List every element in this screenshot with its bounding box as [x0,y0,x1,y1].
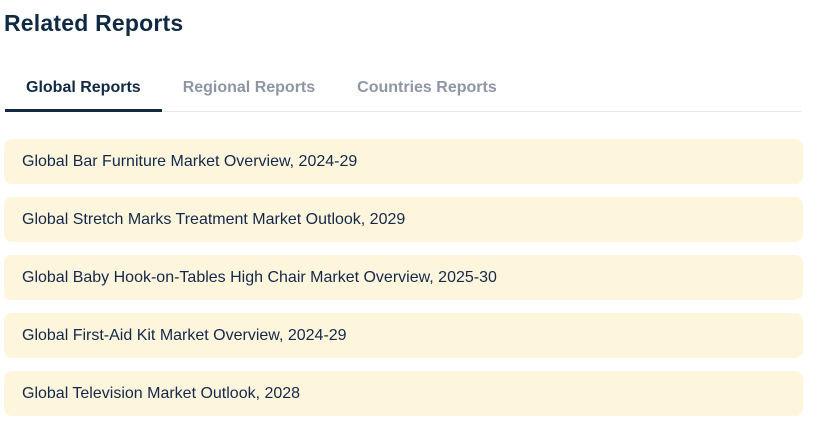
report-link[interactable]: Global First-Aid Kit Market Overview, 20… [4,313,803,358]
report-link[interactable]: Global Bar Furniture Market Overview, 20… [4,139,803,184]
tab-global-reports[interactable]: Global Reports [5,73,162,112]
page-title: Related Reports [4,10,184,36]
related-reports-section: Related Reports Global Reports Regional R… [4,10,820,416]
reports-tabbar: Global Reports Regional Reports Countries … [5,73,801,112]
tab-regional-reports[interactable]: Regional Reports [182,79,316,96]
report-list: Global Bar Furniture Market Overview, 20… [4,139,820,416]
report-link[interactable]: Global Baby Hook-on-Tables High Chair Ma… [4,255,803,300]
report-link[interactable]: Global Stretch Marks Treatment Market Ou… [4,197,803,242]
tab-countries-reports[interactable]: Countries Reports [357,79,497,96]
report-link[interactable]: Global Television Market Outlook, 2028 [4,371,803,416]
